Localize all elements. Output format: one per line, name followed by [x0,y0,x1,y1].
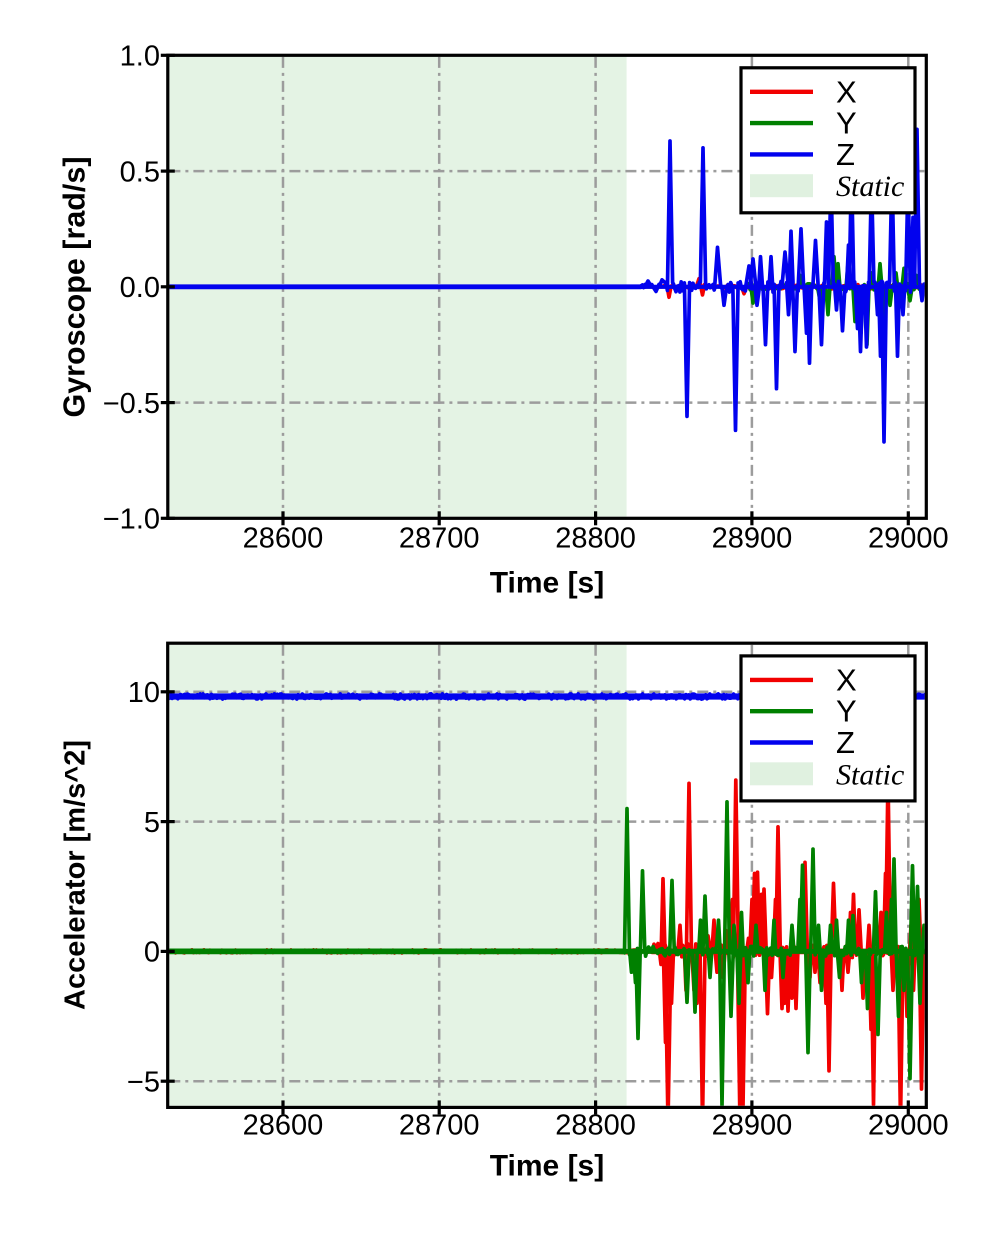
svg-text:Y: Y [836,106,857,141]
svg-text:Z: Z [836,725,855,760]
svg-text:Y: Y [836,694,857,729]
svg-text:1.0: 1.0 [120,41,160,73]
svg-text:Time [s]: Time [s] [490,567,604,600]
svg-text:X: X [836,662,857,697]
svg-text:Static: Static [836,170,904,203]
svg-text:28600: 28600 [243,1110,324,1142]
svg-text:Time [s]: Time [s] [490,1150,604,1183]
svg-text:Accelerator [m/s^2]: Accelerator [m/s^2] [60,740,92,1010]
svg-text:−5: −5 [127,1067,160,1099]
svg-text:28700: 28700 [399,523,480,555]
svg-text:5: 5 [144,807,160,839]
svg-text:Z: Z [836,137,855,172]
svg-text:28800: 28800 [555,1110,636,1142]
svg-text:X: X [836,74,857,109]
svg-text:−0.5: −0.5 [103,388,160,420]
svg-text:0: 0 [144,937,160,969]
svg-text:Gyroscope [rad/s]: Gyroscope [rad/s] [58,156,92,417]
svg-text:−1.0: −1.0 [103,504,160,536]
svg-text:29000: 29000 [868,1110,949,1142]
svg-text:10: 10 [128,677,160,709]
svg-text:Static: Static [836,758,904,791]
svg-text:28900: 28900 [712,1110,793,1142]
svg-text:28800: 28800 [555,523,636,555]
svg-text:28900: 28900 [712,523,793,555]
svg-text:29000: 29000 [868,523,949,555]
svg-text:28700: 28700 [399,1110,480,1142]
svg-text:0.0: 0.0 [120,272,160,304]
svg-text:0.5: 0.5 [120,156,160,188]
svg-text:28600: 28600 [243,523,324,555]
